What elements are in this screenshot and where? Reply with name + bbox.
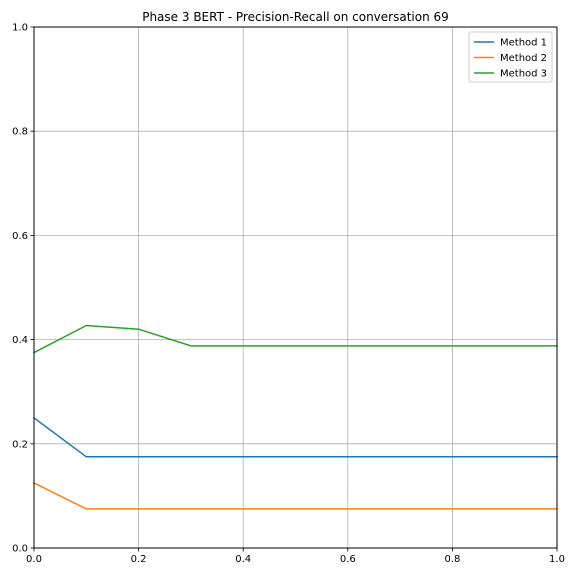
legend-label-method-3: Method 3 (500, 69, 547, 80)
y-tick-label: 0.8 (12, 127, 28, 138)
legend-label-method-1: Method 1 (500, 38, 547, 49)
x-tick-label: 0.2 (131, 554, 147, 565)
x-tick-label: 0.4 (235, 554, 251, 565)
x-tick-label: 0.8 (444, 554, 460, 565)
y-tick-label: 0.0 (12, 544, 28, 555)
y-tick-label: 1.0 (12, 23, 28, 34)
legend-box (468, 31, 553, 83)
series-lines (32, 324, 558, 510)
plot-frame (33, 26, 558, 549)
y-tick-label: 0.6 (12, 231, 28, 242)
legend: Method 1 Method 2 Method 3 (468, 31, 553, 83)
axis-ticks: 0.0 0.2 0.4 0.6 0.8 1.0 0.0 0.2 0.4 0.6 0.8 1.0 (12, 23, 565, 566)
series-line-method-1 (32, 416, 558, 458)
x-tick-label: 1.0 (549, 554, 565, 565)
series-line-method-2 (32, 481, 558, 510)
x-tick-label: 0.0 (26, 554, 42, 565)
chart-title: Phase 3 BERT - Precision-Recall on conve… (142, 10, 449, 24)
y-tick-label: 0.4 (12, 335, 28, 346)
grid-lines (33, 26, 558, 549)
legend-label-method-2: Method 2 (500, 53, 547, 64)
x-tick-label: 0.6 (340, 554, 356, 565)
y-tick-label: 0.2 (12, 439, 28, 450)
plot-area (34, 27, 557, 548)
series-line-method-3 (32, 324, 558, 354)
